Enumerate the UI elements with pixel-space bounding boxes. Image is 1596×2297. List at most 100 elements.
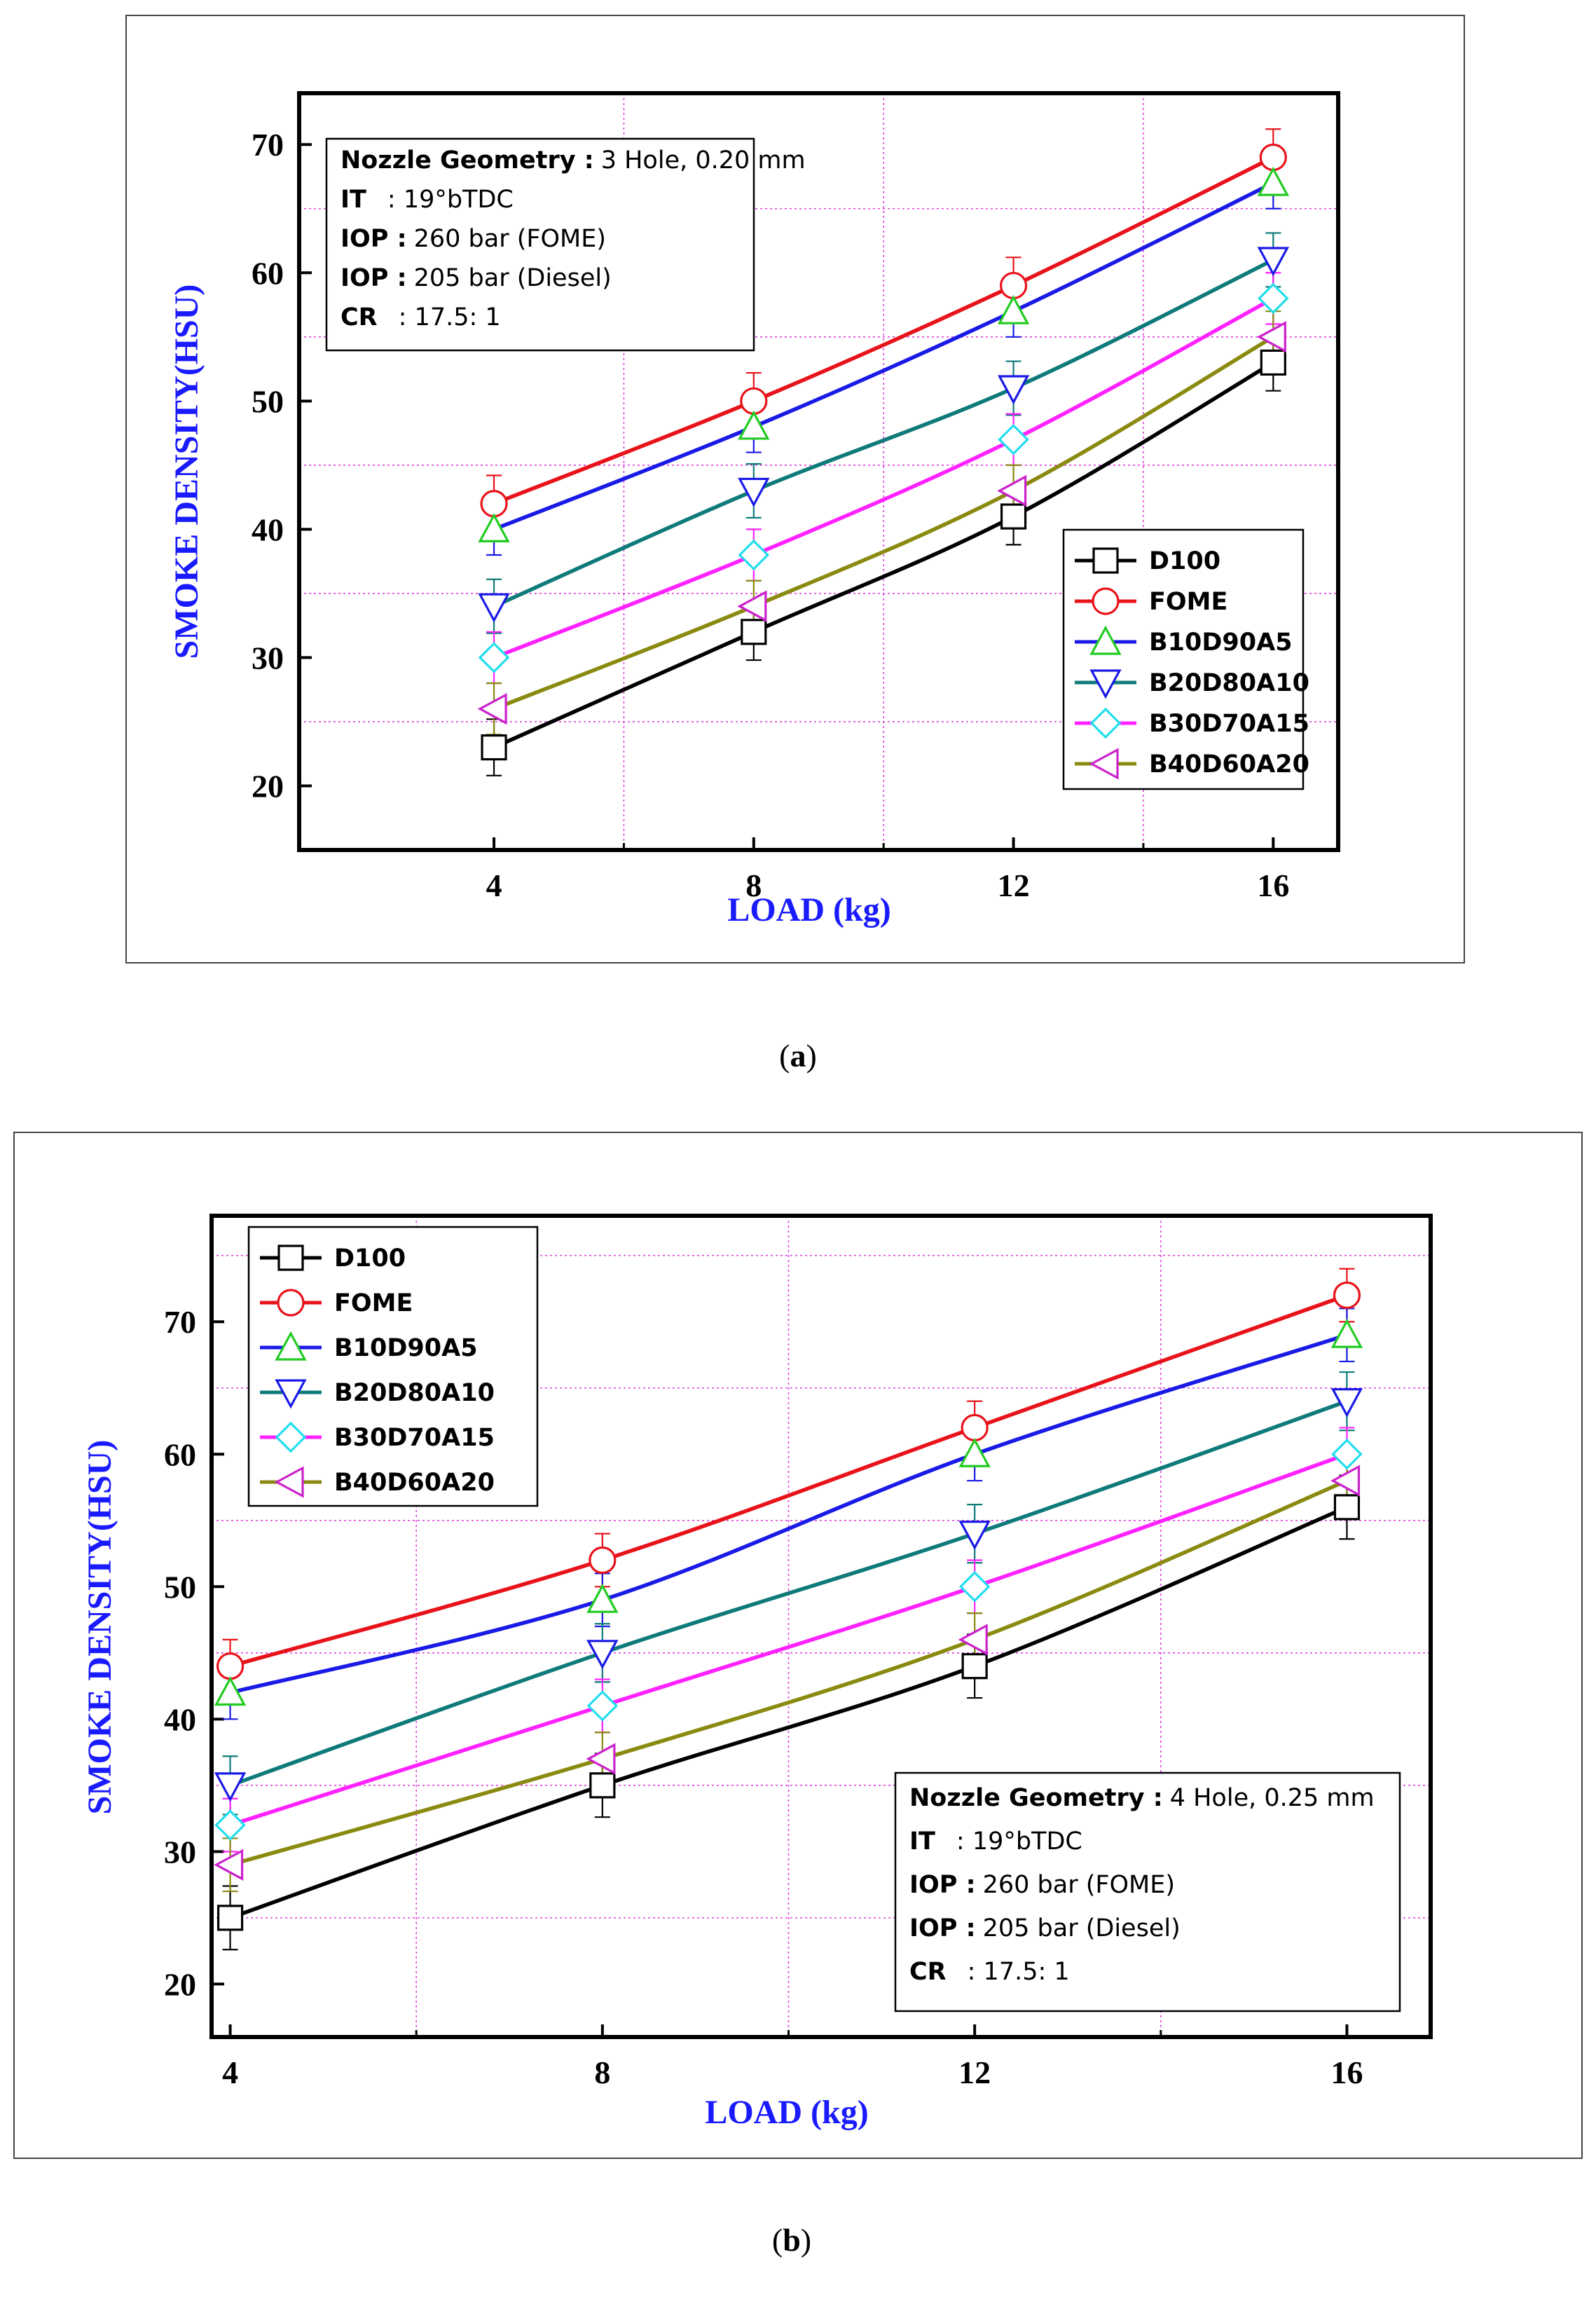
y-tick-label: 70: [164, 1304, 196, 1340]
legend-label: FOME: [1149, 588, 1227, 616]
data-point-b40d60a20: [737, 590, 767, 622]
data-point-b30d70a15: [958, 1571, 991, 1603]
info-line: IOP :260 bar (FOME): [340, 225, 606, 253]
info-value: : 17.5: 1: [399, 303, 501, 331]
data-point-b20d80a10: [997, 375, 1030, 405]
data-point-b20d80a10: [958, 1521, 991, 1551]
data-point-fome: [1259, 143, 1287, 172]
data-point-b10d90a5: [997, 294, 1030, 324]
data-point-b20d80a10: [738, 477, 770, 507]
x-tick-label: 16: [1330, 2055, 1363, 2090]
series-line-b30d70a15: [229, 1452, 1348, 1828]
info-label: Nozzle Geometry :: [909, 1784, 1163, 1812]
x-tick-label: 4: [222, 2055, 238, 2090]
data-point-fome: [480, 490, 508, 518]
panel-b: 4 8 12 16 20 30 40 50 60 70 LOAD (kg) SMOKE DENSITY…: [13, 1132, 1583, 2159]
data-point-fome: [740, 387, 768, 415]
legend-marker-b30d70a15: [275, 1421, 307, 1453]
data-point-b20d80a10: [1257, 247, 1289, 277]
data-point-d100: [216, 1905, 244, 1931]
x-axis-title: LOAD (kg): [727, 891, 890, 928]
legend-label: B30D70A15: [1149, 710, 1309, 738]
data-point-b30d70a15: [214, 1809, 246, 1841]
data-point-d100: [1260, 349, 1286, 376]
info-label: IOP :: [909, 1914, 976, 1942]
data-point-b40d60a20: [1256, 321, 1286, 353]
info-line: CR : 17.5: 1: [909, 1958, 1070, 1986]
y-axis-title: SMOKE DENSITY(HSU): [81, 1440, 118, 1815]
data-point-b30d70a15: [586, 1690, 619, 1722]
info-value: 205 bar (Diesel): [983, 1914, 1181, 1942]
chart-b: 4 8 12 16 20 30 40 50 60 70 LOAD (kg) SMOKE DENSITY…: [81, 1214, 1433, 2131]
info-line: IT: 19°bTDC: [340, 186, 514, 214]
info-line: Nozzle Geometry :3 Hole, 0.20 mm: [340, 146, 806, 174]
legend-marker-fome: [277, 1289, 305, 1317]
info-value: 3 Hole, 0.20 mm: [601, 146, 806, 174]
series-line-d100: [229, 1505, 1348, 1920]
data-point-b10d90a5: [1330, 1318, 1363, 1348]
series-line-b10d90a5: [229, 1333, 1348, 1695]
data-point-b30d70a15: [1331, 1438, 1363, 1470]
legend-label: B20D80A10: [334, 1379, 495, 1407]
info-label: IOP :: [909, 1871, 976, 1899]
info-line: IOP :205 bar (Diesel): [340, 264, 612, 292]
data-point-b10d90a5: [586, 1583, 619, 1613]
data-point-d100: [1333, 1494, 1361, 1521]
data-point-d100: [741, 619, 767, 645]
legend-marker-b40d60a20: [1089, 748, 1119, 780]
info-box: [325, 137, 755, 352]
data-point-d100: [481, 734, 507, 761]
data-point-b10d90a5: [738, 410, 770, 440]
info-value: 260 bar (FOME): [414, 225, 606, 253]
data-point-fome: [589, 1546, 617, 1575]
series-line-b40d60a20: [493, 335, 1274, 711]
info-line: CR: 17.5: 1: [340, 303, 501, 331]
info-value: 4 Hole, 0.25 mm: [1170, 1784, 1375, 1812]
x-tick-label: 8: [745, 868, 762, 903]
info-box: [894, 1771, 1401, 2013]
info-value: : 17.5: 1: [968, 1958, 1070, 1986]
legend-marker-b20d80a10: [1089, 669, 1122, 699]
data-point-b10d90a5: [214, 1676, 247, 1706]
caption-b: (b): [772, 2222, 811, 2258]
x-tick-label: 4: [486, 868, 502, 903]
legend-label: B10D90A5: [334, 1334, 478, 1362]
data-point-b20d80a10: [586, 1640, 619, 1670]
legend-label: B20D80A10: [1149, 669, 1309, 697]
info-label: CR: [909, 1958, 947, 1986]
x-tick-label: 16: [1257, 868, 1289, 903]
data-point-b30d70a15: [738, 539, 770, 571]
data-point-fome: [961, 1413, 989, 1442]
y-tick-label: 40: [164, 1701, 196, 1737]
caption-b-letter: b: [783, 2222, 801, 2258]
y-tick-label: 30: [252, 640, 284, 676]
legend-label: B30D70A15: [334, 1424, 495, 1452]
legend-marker-b10d90a5: [275, 1331, 307, 1361]
data-point-d100: [1000, 503, 1027, 530]
legend-marker-b10d90a5: [1089, 625, 1122, 655]
data-point-fome: [1333, 1281, 1361, 1310]
series-line-fome: [493, 156, 1274, 506]
info-label: IOP :: [340, 264, 407, 292]
data-point-d100: [589, 1772, 616, 1799]
data-point-b40d60a20: [214, 1849, 244, 1881]
plot-area-frame: [209, 1214, 1433, 2039]
x-tick-label: 8: [594, 2055, 610, 2090]
data-point-b40d60a20: [997, 474, 1027, 507]
legend-label: B10D90A5: [1149, 629, 1293, 657]
data-point-b40d60a20: [1330, 1465, 1361, 1497]
y-tick-label: 70: [252, 127, 284, 163]
data-point-fome: [216, 1652, 245, 1680]
data-point-b30d70a15: [478, 642, 510, 673]
series-line-d100: [493, 361, 1274, 750]
y-tick-label: 20: [164, 1966, 196, 2002]
legend-marker-b40d60a20: [274, 1466, 304, 1498]
series-line-b20d80a10: [229, 1399, 1348, 1788]
y-tick-label: 20: [252, 768, 284, 804]
y-tick-label: 60: [252, 255, 284, 291]
legend-label: FOME: [334, 1289, 413, 1317]
info-line: Nozzle Geometry :4 Hole, 0.25 mm: [909, 1784, 1375, 1812]
data-point-b10d90a5: [958, 1437, 991, 1467]
y-axis-title: SMOKE DENSITY(HSU): [168, 284, 205, 659]
